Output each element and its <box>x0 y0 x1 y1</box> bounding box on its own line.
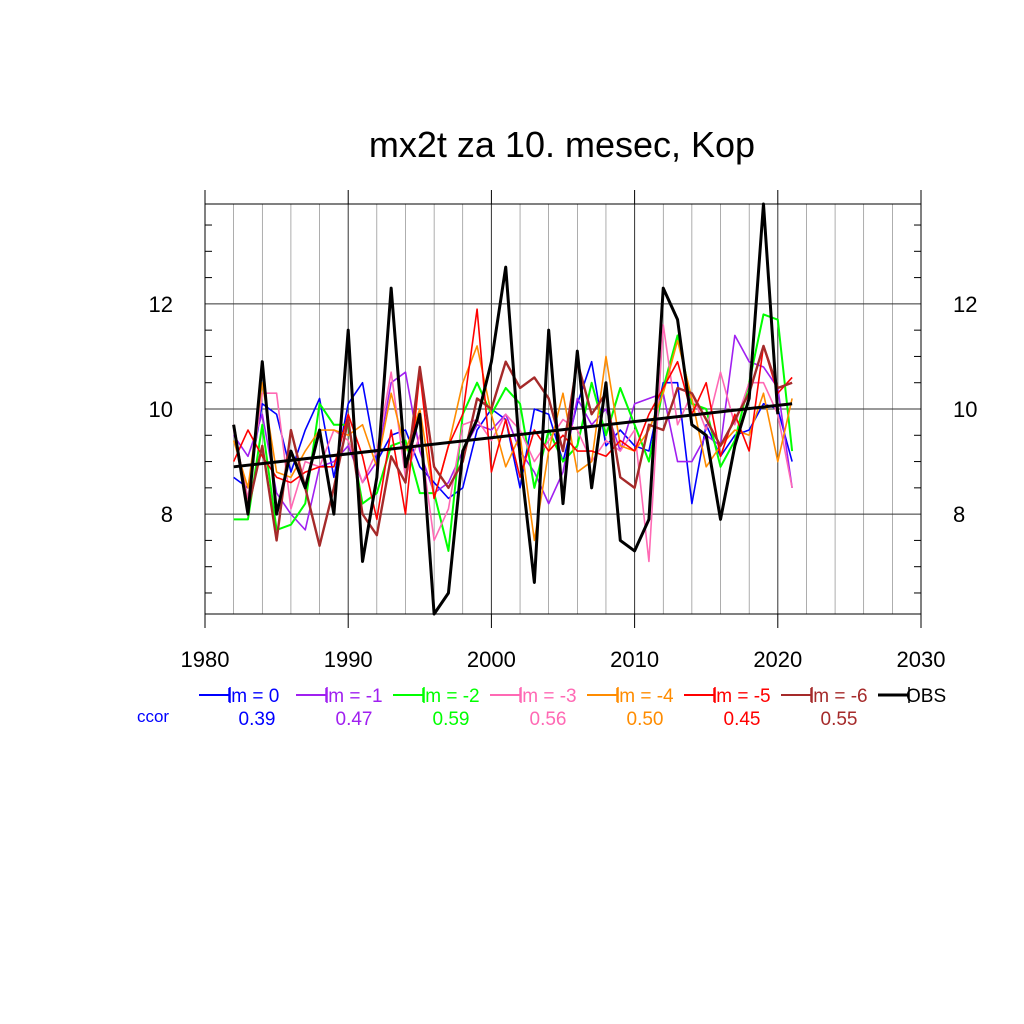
plot-frame <box>204 203 922 615</box>
series-layer <box>232 202 794 616</box>
ccor-value: 0.47 <box>336 709 373 730</box>
ccor-value: 0.39 <box>239 709 276 730</box>
x-tick-label: 2010 <box>610 647 659 672</box>
ccor-value: 0.50 <box>627 709 664 730</box>
tick-layer <box>204 190 922 628</box>
legend-label: lm = -1 <box>324 686 383 707</box>
y-tick-label-right: 10 <box>953 397 977 422</box>
legend-label: lm = -6 <box>809 686 868 707</box>
y-tick-label-left: 10 <box>149 397 173 422</box>
y-tick-label-right: 8 <box>953 502 965 527</box>
x-tick-label: 1980 <box>181 647 230 672</box>
x-tick-label: 2030 <box>897 647 946 672</box>
ccor-value: 0.55 <box>821 709 858 730</box>
legend-label: OBS <box>906 686 946 707</box>
series-line-lm-3 <box>232 324 793 563</box>
legend-label: lm = 0 <box>227 686 279 707</box>
y-tick-label-right: 12 <box>953 292 977 317</box>
ccor-value: 0.45 <box>724 709 761 730</box>
legend-label: lm = -3 <box>518 686 577 707</box>
x-tick-label: 2020 <box>753 647 802 672</box>
ccor-label: ccor <box>137 707 169 726</box>
ccor-value: 0.56 <box>530 709 567 730</box>
obs-trend-line <box>233 402 793 469</box>
x-tick-label: 2000 <box>467 647 516 672</box>
ccor-value: 0.59 <box>433 709 470 730</box>
x-tick-label: 1990 <box>324 647 373 672</box>
tick-label-layer: 1980 1990 2000 2010 2020 2030 8 8 10 10 12 12 <box>149 292 978 672</box>
legend-label: lm = -2 <box>421 686 480 707</box>
y-tick-label-left: 12 <box>149 292 173 317</box>
legend-label: lm = -5 <box>712 686 771 707</box>
legend-label: lm = -4 <box>615 686 674 707</box>
chart-title: mx2t za 10. mesec, Kop <box>369 124 755 165</box>
y-tick-label-left: 8 <box>161 502 173 527</box>
series-line-lm-0 <box>233 360 793 505</box>
